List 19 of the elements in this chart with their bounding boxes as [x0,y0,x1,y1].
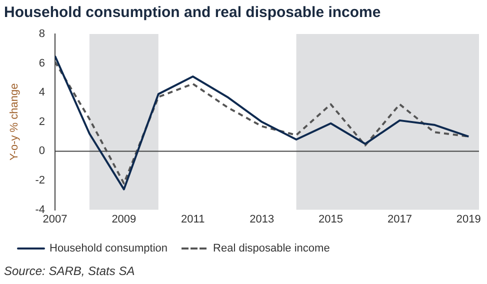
x-tick-label: 2011 [181,213,205,226]
y-tick-label: 8 [38,28,45,40]
y-tick-label: 6 [38,57,45,70]
y-tick-label: 0 [38,145,45,158]
legend-label: Household consumption [50,242,168,255]
chart-title: Household consumption and real disposable income [4,4,381,22]
x-tick-label: 2017 [387,213,412,226]
x-tick-label: 2015 [318,213,344,226]
legend-label: Real disposable income [213,242,330,255]
x-tick-label: 2007 [42,213,68,226]
y-tick-label: 4 [38,86,45,99]
x-tick-label: 2009 [112,213,136,226]
y-tick-label: -2 [35,174,45,187]
x-tick-label: 2019 [456,213,481,226]
y-tick-label: -4 [35,204,45,216]
x-tick-label: 2013 [250,213,274,226]
y-tick-label: 2 [38,116,45,128]
source-note: Source: SARB, Stats SA [4,264,136,278]
y-axis-title: Y-o-y % change [8,83,21,161]
